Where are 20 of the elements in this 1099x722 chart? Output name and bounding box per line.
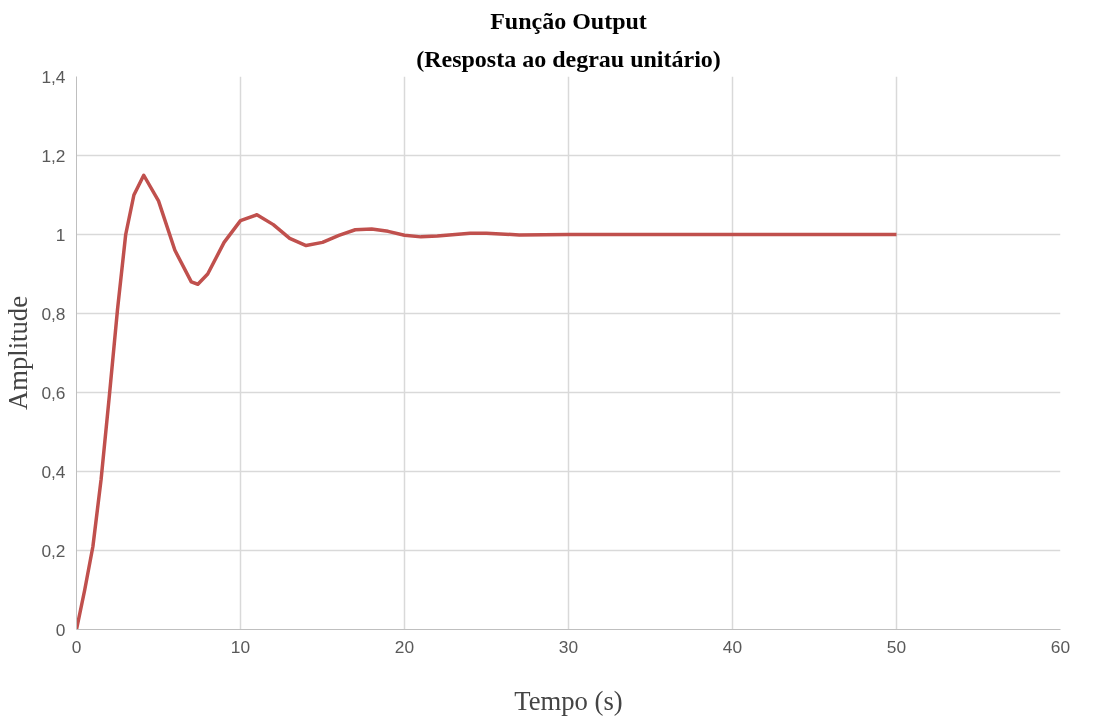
x-tick-label: 40 — [722, 636, 743, 657]
y-axis-title: Amplitude — [3, 295, 34, 411]
y-tick-label: 0,8 — [41, 303, 66, 324]
x-tick-label: 50 — [886, 636, 907, 657]
chart-title: Função Output — [490, 7, 647, 34]
line-series — [76, 173, 899, 630]
y-tick-label: 0,6 — [41, 382, 66, 403]
x-tick-label: 20 — [394, 636, 415, 657]
y-tick-label: 1,2 — [41, 145, 66, 166]
x-tick-label: 10 — [230, 636, 251, 657]
y-tick-label: 1,4 — [41, 66, 66, 87]
y-tick-label: 0,2 — [41, 540, 66, 561]
chart-subtitle: (Resposta ao degrau unitário) — [416, 45, 721, 72]
x-tick-label: 30 — [558, 636, 579, 657]
y-tick-label: 0 — [55, 619, 66, 640]
y-tick-label: 1 — [55, 224, 66, 245]
x-tick-label: 0 — [71, 636, 82, 657]
x-axis-title: Tempo (s) — [514, 685, 623, 716]
x-tick-label: 60 — [1050, 636, 1071, 657]
y-tick-label: 0,4 — [41, 461, 66, 482]
